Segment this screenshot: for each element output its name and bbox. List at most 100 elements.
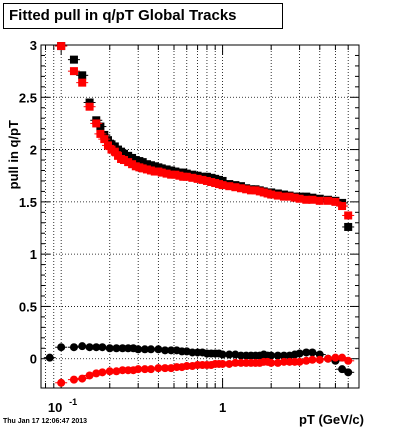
timestamp: Thu Jan 17 12:06:47 2013 <box>3 418 88 425</box>
data-point <box>119 156 128 165</box>
data-point <box>338 353 347 362</box>
data-point <box>344 356 353 365</box>
data-point <box>98 343 107 352</box>
data-point <box>146 345 155 354</box>
data-point <box>338 365 347 374</box>
data-point <box>218 350 227 359</box>
data-point <box>308 355 317 364</box>
data-point <box>302 195 311 204</box>
data-point <box>134 365 143 374</box>
y-tick-label: 0 <box>30 352 37 367</box>
data-point <box>167 166 176 175</box>
data-point <box>103 141 112 150</box>
data-point <box>338 202 347 211</box>
data-point <box>45 353 54 362</box>
y-tick-label: 1.5 <box>19 195 37 210</box>
data-point <box>112 367 121 376</box>
data-point <box>267 190 276 199</box>
data-point <box>78 342 87 351</box>
data-point <box>171 170 180 179</box>
data-point <box>78 374 87 383</box>
data-point <box>69 343 78 352</box>
data-point <box>112 344 121 353</box>
data-point <box>142 160 151 169</box>
data-point <box>202 172 211 181</box>
y-tick-label: 0.5 <box>19 299 37 314</box>
data-point <box>315 355 324 364</box>
data-point <box>162 165 171 174</box>
data-point <box>154 364 163 373</box>
grid <box>41 44 359 388</box>
data-point <box>138 158 147 167</box>
x-tick-label: 1 <box>219 400 226 415</box>
data-point <box>146 365 155 374</box>
plot-frame <box>40 44 360 389</box>
data-point <box>231 183 240 192</box>
data-point <box>138 164 147 173</box>
data-point <box>295 357 304 366</box>
data-point <box>57 343 66 352</box>
data-point <box>100 135 109 144</box>
x-tick-label-exponent: -1 <box>69 397 77 407</box>
data-point <box>273 191 282 200</box>
data-point <box>273 351 282 360</box>
data-point <box>331 197 340 206</box>
data-point <box>198 175 207 184</box>
data-point <box>96 122 105 131</box>
data-point <box>92 119 101 128</box>
data-point <box>78 71 87 80</box>
data-point <box>308 348 317 357</box>
data-point <box>267 351 276 360</box>
y-tick-label: 2.5 <box>19 90 37 105</box>
data-point <box>207 177 216 186</box>
data-point <box>134 345 143 354</box>
chart-title: Fitted pull in q/pT Global Tracks <box>3 3 283 29</box>
data-point <box>182 172 191 181</box>
data-point <box>157 168 166 177</box>
data-point <box>140 345 149 354</box>
data-point <box>69 55 78 64</box>
y-tick-label: 3 <box>30 38 37 53</box>
data-point <box>255 187 264 196</box>
data-point <box>110 147 119 156</box>
series-3 <box>55 353 355 387</box>
data-point <box>188 173 197 182</box>
axis-ticks: 0 0.5 1 1.5 2 2.5 3 10 -1 1 <box>19 38 359 415</box>
data-point <box>85 102 94 111</box>
data-point <box>285 192 294 201</box>
data-point <box>302 356 311 365</box>
data-point <box>119 149 128 158</box>
data-point <box>57 378 66 387</box>
data-point <box>315 196 324 205</box>
data-point <box>218 181 227 190</box>
data-point <box>242 185 251 194</box>
data-point <box>290 193 299 202</box>
y-tick-label: 1 <box>30 247 37 262</box>
data-point <box>154 345 163 354</box>
data-point <box>273 358 282 367</box>
data-point <box>251 186 260 195</box>
data-point <box>331 353 340 362</box>
data-point <box>142 165 151 174</box>
x-axis-label: pT (GeV/c) <box>298 412 364 427</box>
data-point <box>92 369 101 378</box>
data-point <box>267 358 276 367</box>
data-point <box>162 169 171 178</box>
data-point <box>96 129 105 138</box>
data-point <box>236 184 245 193</box>
data-point <box>344 222 353 231</box>
data-point <box>225 182 234 191</box>
data-point <box>105 367 114 376</box>
data-point <box>202 176 211 185</box>
data-point <box>78 78 87 87</box>
data-point <box>193 174 202 183</box>
data-point <box>105 344 114 353</box>
data-point <box>225 350 234 359</box>
data-point <box>92 343 101 352</box>
data-point <box>344 211 353 220</box>
data-point <box>218 359 227 368</box>
data-point <box>69 375 78 384</box>
x-tick-label: 10 <box>48 400 62 415</box>
data-point <box>308 195 317 204</box>
